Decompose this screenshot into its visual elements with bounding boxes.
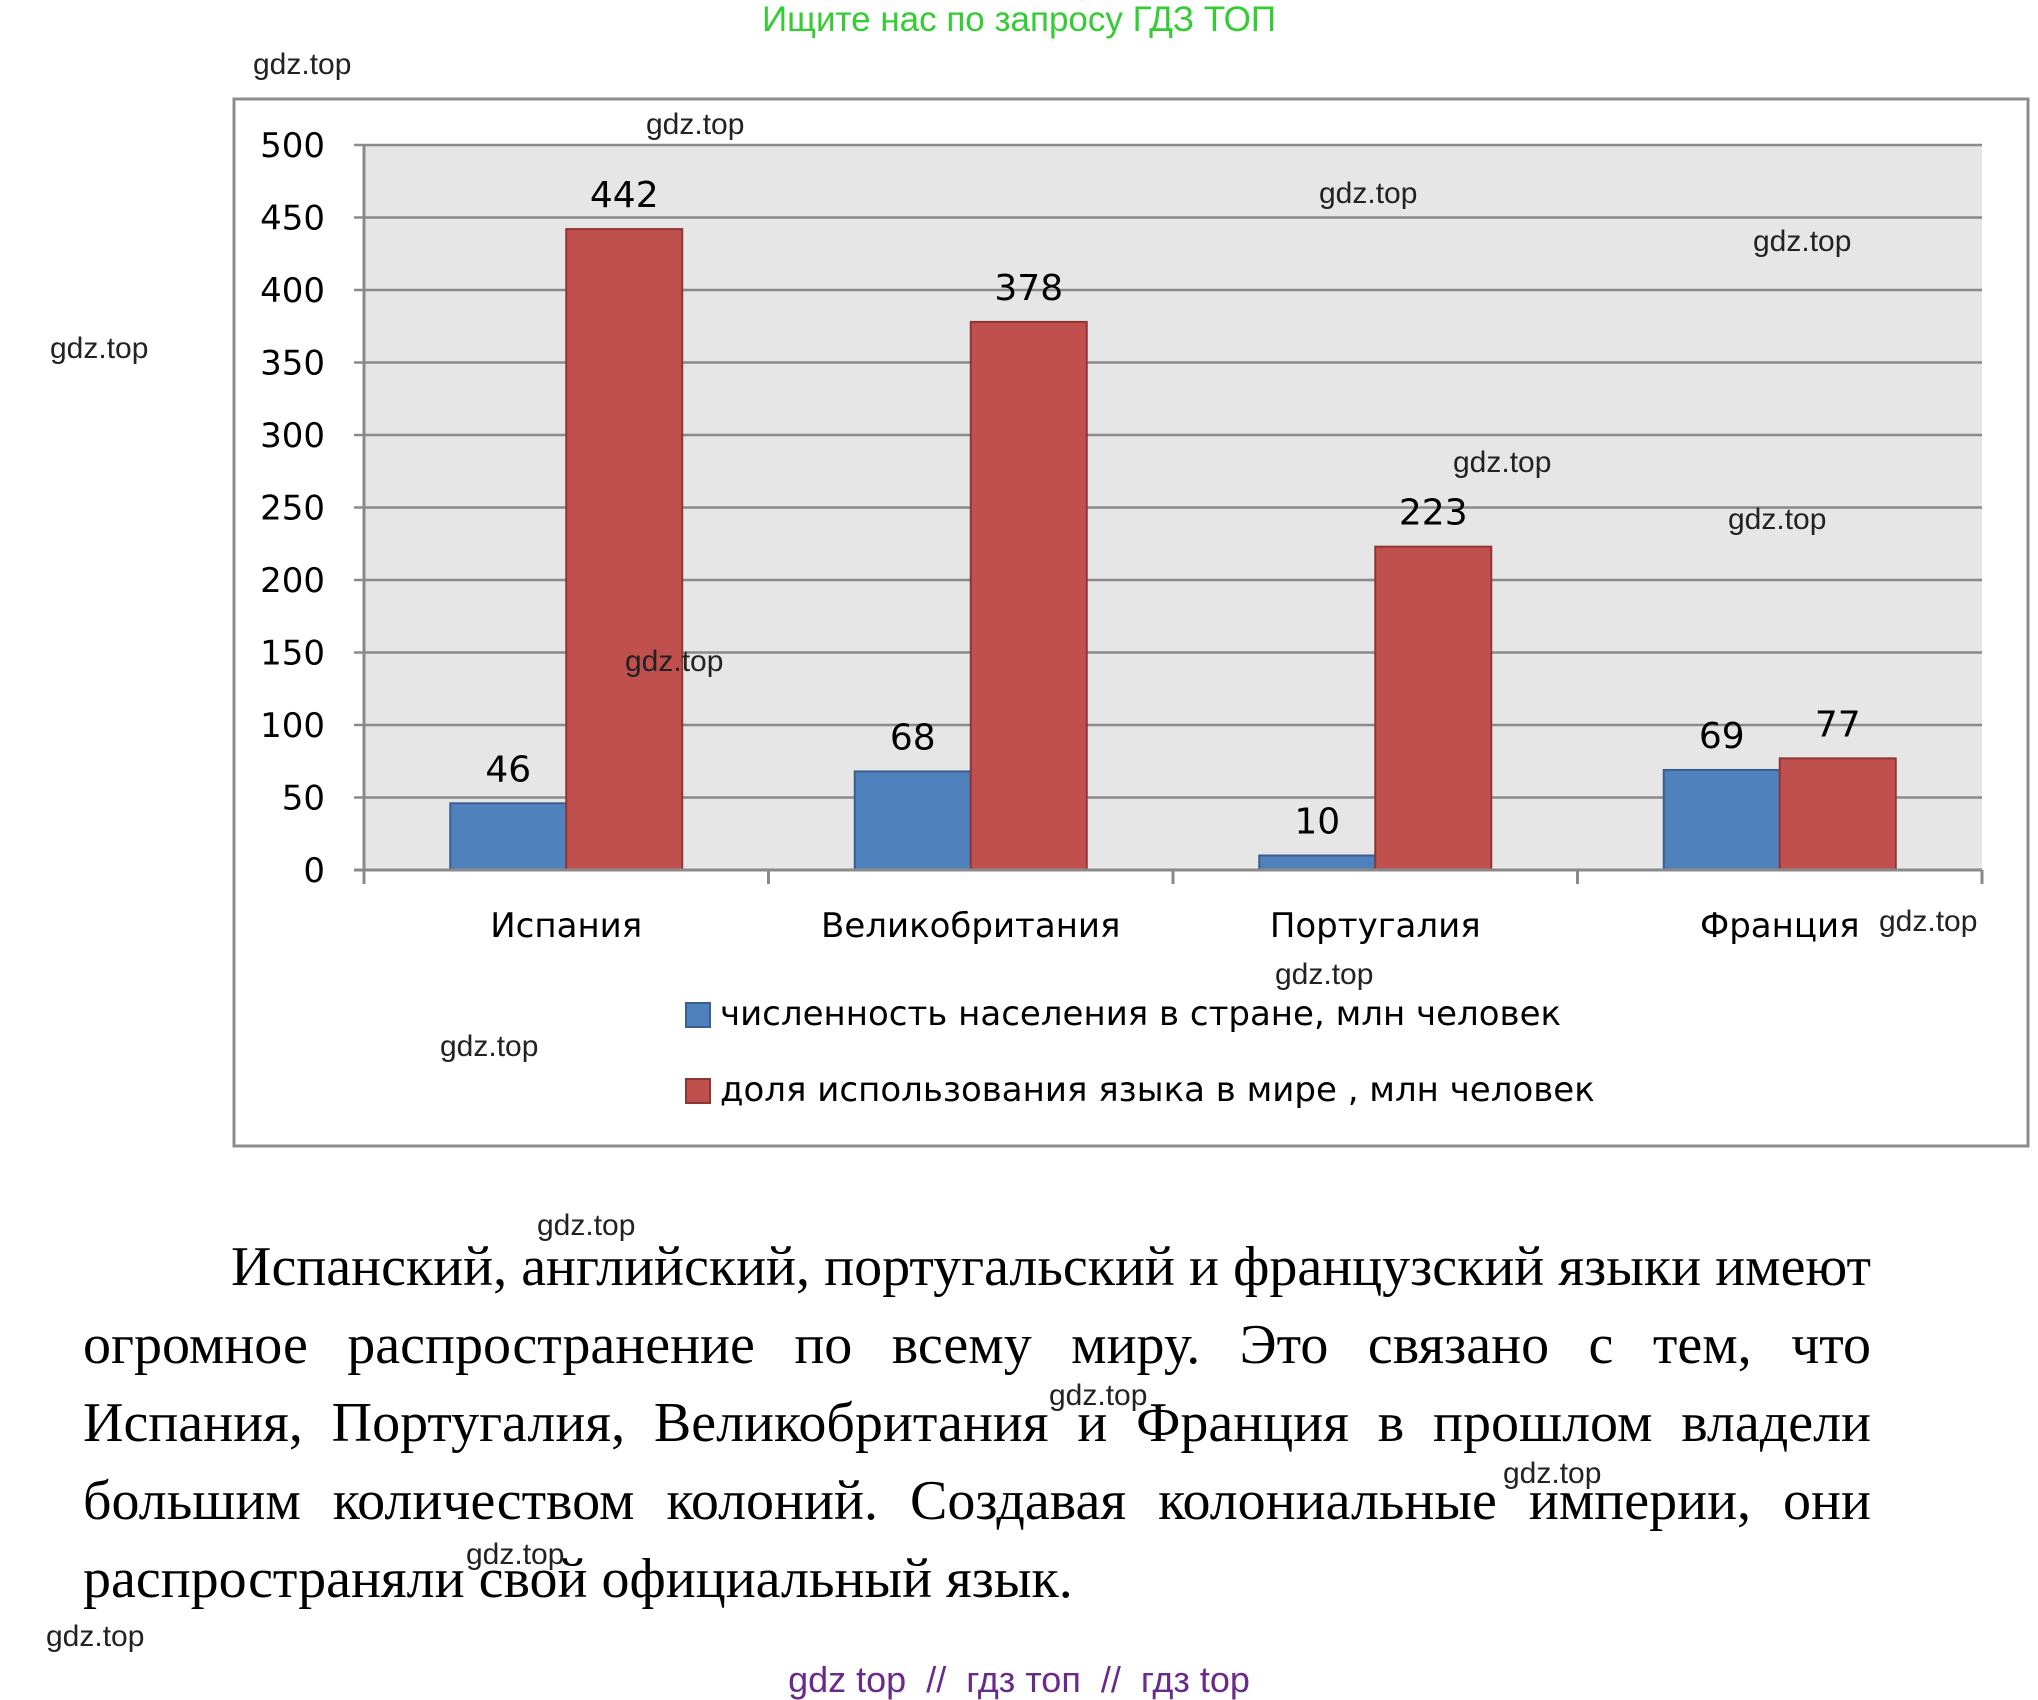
y-tick-label: 150 xyxy=(260,634,325,674)
data-label: 46 xyxy=(485,749,531,790)
category-label: Португалия xyxy=(1270,906,1481,946)
y-tick-label: 400 xyxy=(260,271,325,311)
watermark: gdz.top xyxy=(1453,446,1552,479)
watermark: gdz.top xyxy=(1049,1379,1148,1412)
watermark: gdz.top xyxy=(1275,958,1374,991)
bar xyxy=(853,770,972,872)
watermark: gdz.top xyxy=(466,1538,565,1571)
bar xyxy=(1258,854,1377,871)
watermark: gdz.top xyxy=(253,48,352,81)
y-tick-label: 500 xyxy=(260,126,325,166)
data-label: 378 xyxy=(994,268,1063,309)
top-banner: Ищите нас по запросу ГДЗ ТОП xyxy=(762,0,1276,39)
bar-chart: 0 50 100 150 200 250 300 350 400 450 500 Испания Ве… xyxy=(232,97,2030,1148)
watermark: gdz.top xyxy=(1879,905,1978,938)
bar xyxy=(565,228,684,872)
watermark: gdz.top xyxy=(1753,225,1852,258)
bar xyxy=(1778,757,1897,871)
y-tick-label: 250 xyxy=(260,489,325,529)
data-label: 68 xyxy=(890,717,936,758)
watermark: gdz.top xyxy=(1728,503,1827,536)
bar xyxy=(969,320,1088,871)
data-label: 442 xyxy=(590,175,659,216)
category-label: Великобритания xyxy=(821,906,1120,946)
watermark: gdz.top xyxy=(46,1620,145,1653)
data-label: 10 xyxy=(1294,802,1340,843)
bar xyxy=(1662,768,1781,872)
watermark: gdz.top xyxy=(1503,1457,1602,1490)
y-tick-label: 50 xyxy=(282,779,325,819)
legend: численность населения в стране, млн чело… xyxy=(685,994,1595,1110)
watermark: gdz.top xyxy=(440,1030,539,1063)
category-label: Испания xyxy=(490,906,642,946)
watermark: gdz.top xyxy=(646,108,745,141)
y-tick-label: 200 xyxy=(260,561,325,601)
y-tick-label: 300 xyxy=(260,416,325,456)
legend-swatch xyxy=(685,1002,711,1028)
legend-label: доля использования языка в мире , млн че… xyxy=(720,1070,1595,1110)
bar xyxy=(449,802,568,871)
watermark: gdz.top xyxy=(625,645,724,678)
bars xyxy=(449,228,1897,872)
data-label: 77 xyxy=(1815,704,1861,745)
body-paragraph: Испанский, английский, португальский и ф… xyxy=(83,1236,1871,1610)
y-tick-label: 350 xyxy=(260,344,325,384)
watermark: gdz.top xyxy=(537,1209,636,1242)
legend-label: численность населения в стране, млн чело… xyxy=(720,994,1561,1034)
data-labels: 46 442 68 378 10 223 69 77 xyxy=(485,175,1860,842)
watermark: gdz.top xyxy=(50,332,149,365)
y-tick-label: 100 xyxy=(260,706,325,746)
data-label: 223 xyxy=(1399,493,1468,534)
x-axis: Испания Великобритания Португалия Франция xyxy=(354,868,1984,946)
y-axis: 0 50 100 150 200 250 300 350 400 450 500 xyxy=(260,126,366,891)
data-label: 69 xyxy=(1699,716,1745,757)
category-label: Франция xyxy=(1700,906,1860,946)
y-tick-label: 450 xyxy=(260,199,325,239)
footer-links[interactable]: gdz top // гдз топ // гдз top xyxy=(788,1659,1250,1700)
legend-swatch xyxy=(685,1078,711,1104)
y-tick-label: 0 xyxy=(303,851,325,891)
bar xyxy=(1374,545,1493,872)
watermark: gdz.top xyxy=(1319,177,1418,210)
